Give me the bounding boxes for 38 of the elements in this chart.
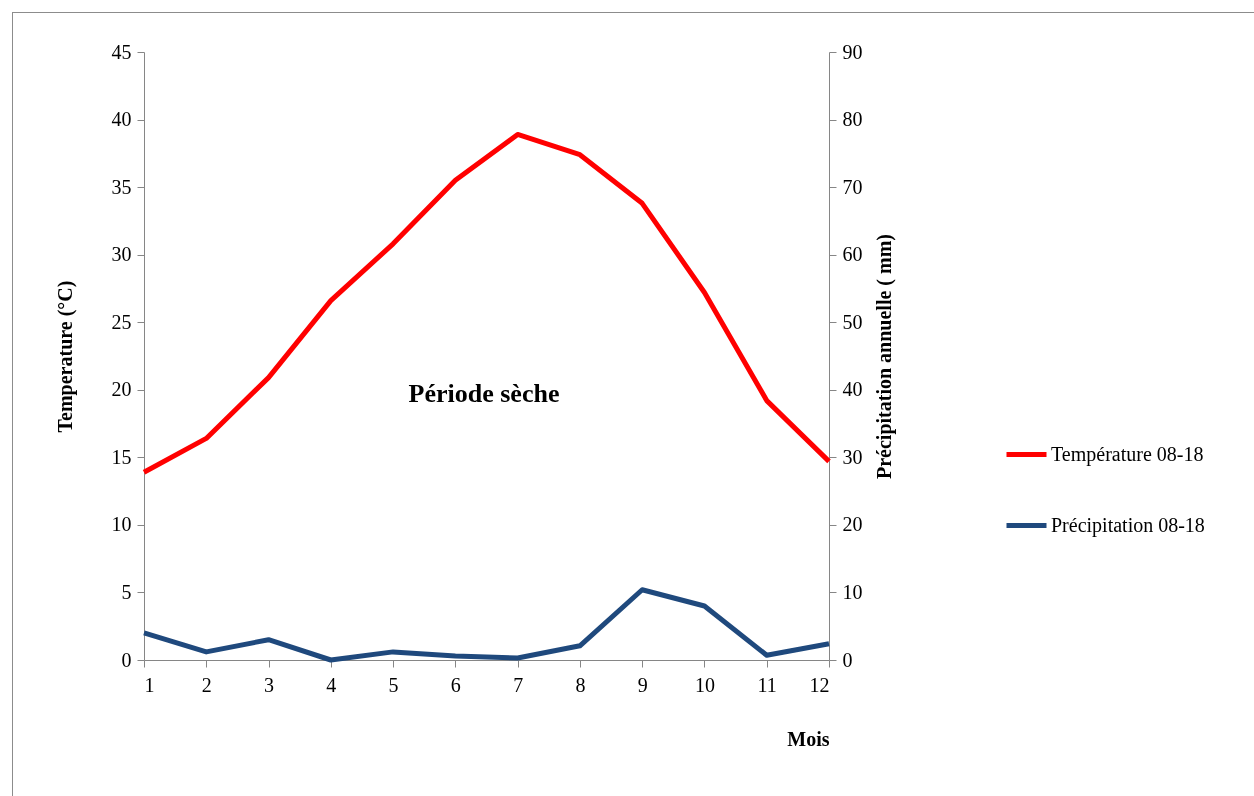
x-tick-label: 2	[201, 673, 212, 696]
y-tick-label: 5	[121, 580, 132, 603]
y2-tick-label: 60	[842, 243, 863, 266]
x-tick-label: 1	[144, 673, 155, 696]
y-tick-label: 35	[111, 175, 132, 198]
legend-label: Précipitation 08-18	[1051, 513, 1205, 537]
y-axis-title: Temperature (°C)	[53, 280, 77, 433]
y2-tick-label: 20	[842, 513, 863, 536]
y-tick-label: 10	[111, 513, 132, 536]
x-axis-title: Mois	[787, 727, 830, 750]
x-tick-label: 8	[575, 673, 586, 696]
y2-tick-label: 90	[842, 40, 863, 63]
y-tick-label: 20	[111, 378, 132, 401]
y2-tick-label: 40	[842, 378, 863, 401]
y2-tick-label: 0	[842, 648, 853, 671]
x-tick-label: 10	[694, 673, 715, 696]
x-tick-label: 7	[513, 673, 524, 696]
y2-tick-label: 30	[842, 445, 863, 468]
y2-tick-label: 70	[842, 175, 863, 198]
y-tick-label: 30	[111, 243, 132, 266]
x-tick-label: 6	[450, 673, 461, 696]
annotation: Période sèche	[408, 379, 560, 408]
y2-axis-title: Précipitation annuelle ( mm)	[872, 234, 896, 479]
y-tick-label: 15	[111, 445, 132, 468]
y2-tick-label: 50	[842, 310, 863, 333]
y2-tick-label: 80	[842, 108, 863, 131]
legend-label: Température 08-18	[1051, 442, 1204, 466]
y-tick-label: 45	[111, 40, 132, 63]
x-tick-label: 11	[757, 673, 777, 696]
y-tick-label: 0	[121, 648, 132, 671]
x-tick-label: 5	[388, 673, 399, 696]
x-tick-label: 3	[264, 673, 275, 696]
y-tick-label: 40	[111, 108, 132, 131]
y2-tick-label: 10	[842, 580, 863, 603]
y-tick-label: 25	[111, 310, 132, 333]
x-tick-label: 12	[809, 673, 830, 696]
x-tick-label: 4	[326, 673, 337, 696]
x-tick-label: 9	[637, 673, 648, 696]
